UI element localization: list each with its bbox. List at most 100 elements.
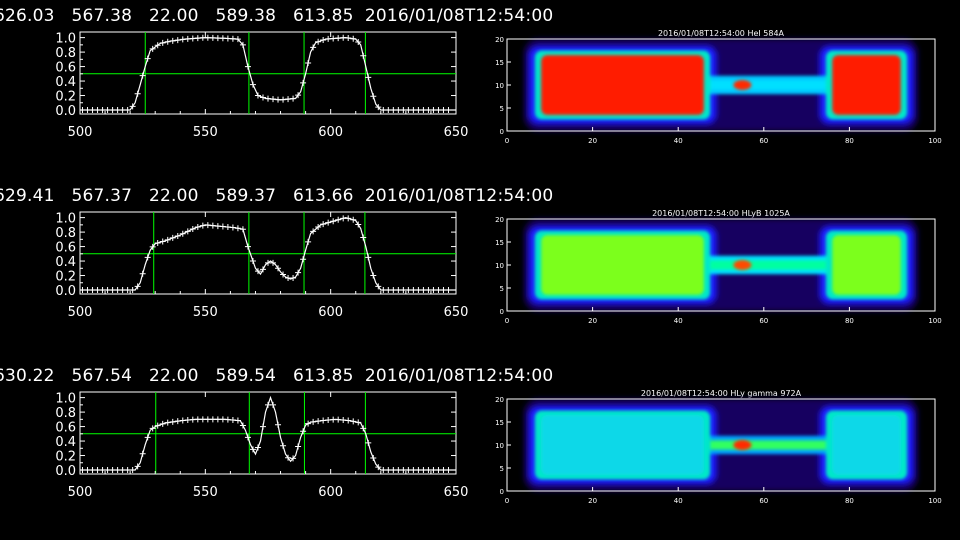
data-point [300, 428, 307, 435]
data-point [310, 418, 317, 425]
y-tick-label: 0.0 [55, 464, 76, 479]
image-y-tick-label: 5 [500, 285, 504, 293]
data-point [224, 35, 231, 42]
data-point [285, 454, 292, 461]
data-point [395, 287, 402, 293]
image-panel-3: 2016/01/08T12:54:00 HLy gamma 972A 0 20 40 6… [495, 389, 942, 505]
data-point [420, 287, 427, 293]
plot-frame [79, 211, 457, 295]
image-y-tick-label: 5 [500, 465, 504, 473]
data-point [330, 218, 337, 225]
data-point [385, 287, 392, 293]
data-point [229, 224, 236, 231]
data-point [169, 234, 176, 241]
data-point [270, 96, 277, 103]
y-tick-label: 0.8 [55, 226, 76, 241]
data-point [199, 416, 206, 423]
data-point [109, 467, 116, 473]
data-point [275, 421, 282, 428]
data-point [345, 34, 352, 41]
data-point [224, 416, 231, 423]
row1-header: 626.03 567.38 22.00 589.38 613.85 2016/0… [0, 6, 554, 26]
data-point [79, 467, 86, 473]
data-point [290, 95, 297, 102]
y-tick-label: 0.2 [55, 90, 76, 105]
data-point [275, 96, 282, 103]
data-point [350, 216, 357, 223]
data-point [430, 287, 437, 293]
data-point [340, 34, 347, 41]
data-point [234, 417, 241, 424]
x-tick-label: 650 [444, 125, 469, 140]
y-tick-label: 0.8 [55, 406, 76, 421]
data-point [149, 425, 156, 432]
data-point [214, 223, 221, 230]
data-point [375, 104, 382, 111]
data-point [99, 467, 106, 473]
data-point [124, 107, 131, 113]
data-point [204, 416, 211, 423]
data-point [184, 417, 191, 424]
data-point [189, 416, 196, 423]
data-point [330, 35, 337, 42]
x-tick-label: 550 [193, 485, 218, 500]
data-point [159, 238, 166, 245]
data-point [365, 439, 372, 446]
data-point [114, 107, 121, 113]
data-point [440, 107, 447, 113]
data-point [79, 287, 86, 293]
line-plot-3: 0.00.20.40.60.81.0 500 550 600 650 [55, 391, 468, 500]
data-point [410, 467, 417, 473]
data-point [350, 35, 357, 42]
data-point [164, 38, 171, 45]
image-x-tick-label: 20 [588, 497, 597, 505]
y-tick-label: 0.6 [55, 421, 76, 436]
image-x-tick-label: 60 [759, 497, 768, 505]
data-point [134, 90, 141, 97]
y-tick-label: 0.2 [55, 270, 76, 285]
lobe-left-core [541, 55, 704, 115]
data-point [99, 287, 106, 293]
data-point [194, 224, 201, 231]
data-point [254, 92, 261, 99]
data-point [184, 228, 191, 235]
data-point [440, 467, 447, 473]
lobe-left-core [541, 415, 704, 475]
data-point [129, 287, 136, 293]
data-point [89, 287, 96, 293]
data-point [204, 222, 211, 229]
data-point [249, 81, 256, 88]
x-tick-label: 550 [193, 125, 218, 140]
image-y-tick-label: 20 [495, 396, 504, 404]
data-point [114, 467, 121, 473]
data-point [375, 283, 382, 290]
data-point [189, 35, 196, 42]
image-y-tick-label: 10 [495, 82, 504, 90]
data-point [209, 222, 216, 229]
data-point [119, 107, 126, 113]
data-point [405, 467, 412, 473]
data-point [254, 444, 261, 451]
data-point [109, 107, 116, 113]
data-point [335, 216, 342, 223]
series-line [80, 36, 456, 111]
image-x-tick-label: 40 [674, 317, 683, 325]
data-point [144, 254, 151, 261]
x-tick-label: 500 [68, 305, 93, 320]
x-tick-label: 550 [193, 305, 218, 320]
x-tick-label: 500 [68, 125, 93, 140]
data-point [325, 219, 332, 226]
data-point [129, 467, 136, 473]
data-point [249, 446, 256, 453]
data-point [365, 74, 372, 81]
data-point [435, 287, 442, 293]
data-point [305, 238, 312, 245]
data-point [189, 225, 196, 232]
data-point [84, 107, 91, 113]
data-point [435, 107, 442, 113]
data-point [445, 107, 452, 113]
lobe-right-core [832, 235, 901, 295]
data-point [310, 228, 317, 235]
image-x-tick-label: 80 [845, 497, 854, 505]
